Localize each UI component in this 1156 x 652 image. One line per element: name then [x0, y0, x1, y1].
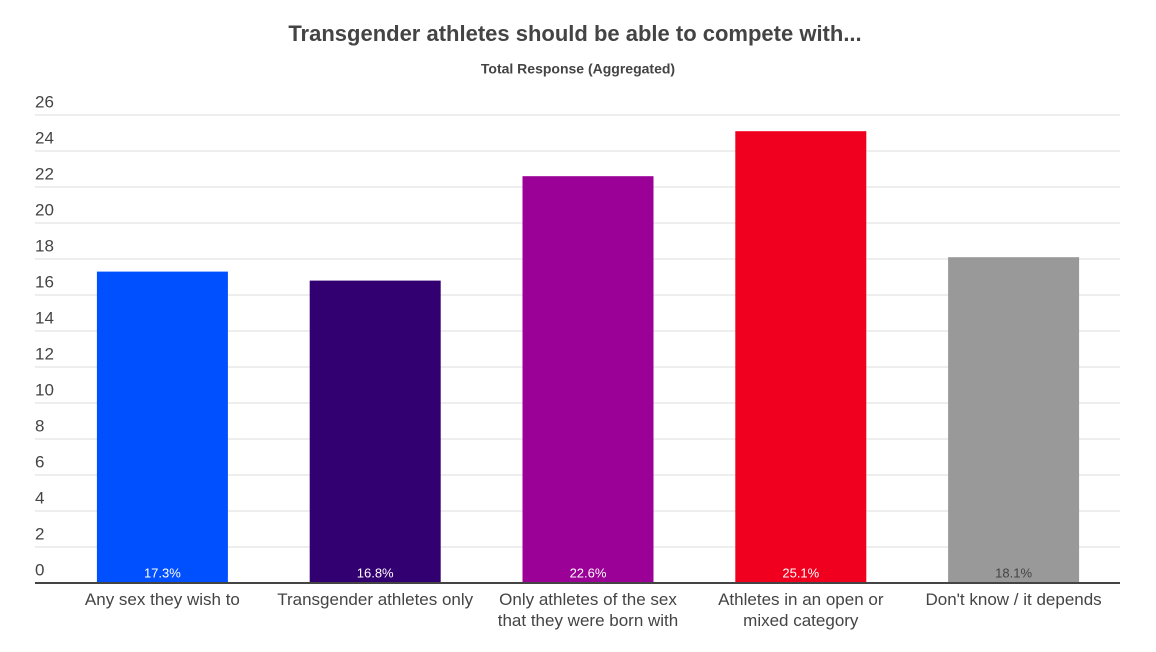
y-tick-label: 6	[35, 452, 44, 471]
y-tick-label: 4	[35, 488, 44, 507]
y-tick-label: 18	[35, 236, 54, 255]
value-label: 25.1%	[782, 565, 819, 580]
bar	[735, 131, 867, 583]
x-tick-label: Don't know / it depends	[925, 590, 1102, 609]
value-label: 18.1%	[995, 565, 1032, 580]
y-tick-label: 24	[35, 128, 54, 147]
y-tick-label: 0	[35, 560, 44, 579]
value-label: 22.6%	[570, 565, 607, 580]
x-tick-label: Only athletes of the sex that they were …	[497, 590, 679, 630]
y-tick-label: 12	[35, 344, 54, 363]
y-tick-label: 20	[35, 200, 54, 219]
y-tick-label: 22	[35, 164, 54, 183]
y-tick-label: 2	[35, 524, 44, 543]
y-tick-label: 14	[35, 308, 54, 327]
bar	[948, 257, 1080, 583]
x-tick-label: Transgender athletes only	[277, 590, 474, 609]
bar	[309, 280, 441, 583]
chart-subtitle: Total Response (Aggregated)	[481, 61, 675, 77]
x-tick-label: Any sex they wish to	[84, 590, 240, 609]
y-tick-label: 26	[35, 92, 54, 111]
value-label: 17.3%	[144, 565, 181, 580]
bar	[96, 271, 228, 583]
y-tick-label: 8	[35, 416, 44, 435]
x-tick-label: Athletes in an open or mixed category	[718, 590, 884, 630]
bar	[522, 176, 654, 583]
chart-title: Transgender athletes should be able to c…	[288, 21, 861, 46]
y-tick-label: 16	[35, 272, 54, 291]
value-label: 16.8%	[357, 565, 394, 580]
y-tick-label: 10	[35, 380, 54, 399]
